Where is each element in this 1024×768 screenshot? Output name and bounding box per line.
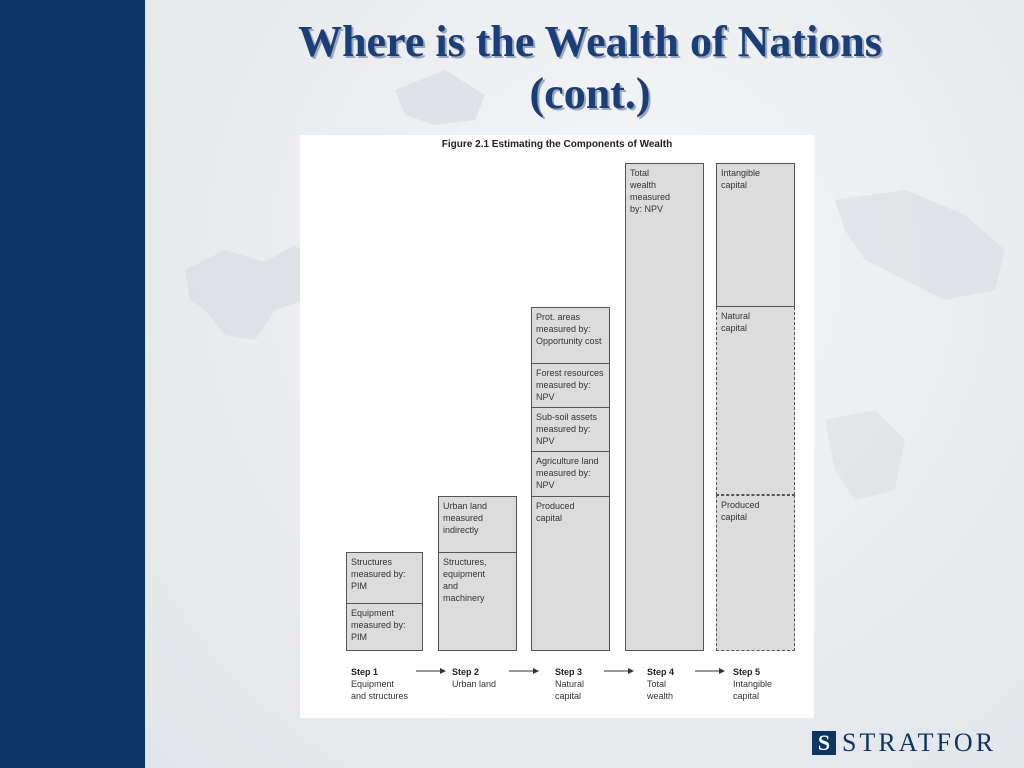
step-label-3: Step 3 Natural capital xyxy=(555,666,584,702)
step-description: Equipment and structures xyxy=(351,679,409,701)
bar-segment: Intangible capital xyxy=(716,163,795,307)
bar-segment: Structures measured by: PIM xyxy=(351,557,406,591)
bar-step-3: Prot. areas measured by: Opportunity cos… xyxy=(531,307,610,651)
step-description: Urban land xyxy=(452,679,497,689)
bar-segment: Agriculture land measured by: NPV xyxy=(532,451,609,496)
step-label-5: Step 5 Intangible capital xyxy=(733,666,772,702)
arrow-right-icon xyxy=(695,668,725,674)
step-title: Step 3 xyxy=(555,667,583,677)
arrow-right-icon xyxy=(416,668,446,674)
step-title: Step 2 xyxy=(452,667,480,677)
bar-segment: Forest resources measured by: NPV xyxy=(532,363,609,407)
bar-step-1: Structures measured by: PIM Equipment me… xyxy=(346,552,423,651)
arrow-right-icon xyxy=(509,668,539,674)
step-description: Natural capital xyxy=(555,679,585,701)
title-line-2: (cont.) xyxy=(529,69,651,118)
figure-panel: Figure 2.1 Estimating the Components of … xyxy=(300,135,814,718)
bar-segment: Produced capital xyxy=(532,496,609,651)
bar-segment: Urban land measured indirectly xyxy=(443,501,488,535)
step-description: Intangible capital xyxy=(733,679,773,701)
bar-segment: Prot. areas measured by: Opportunity cos… xyxy=(536,312,602,346)
bar-segment: Sub-soil assets measured by: NPV xyxy=(532,407,609,451)
bar-step-2: Urban land measured indirectly Structure… xyxy=(438,496,517,651)
world-map-watermark xyxy=(185,70,1005,500)
step-label-1: Step 1 Equipment and structures xyxy=(351,666,408,702)
logo-text: STRATFOR xyxy=(842,728,997,757)
bar-segment: Produced capital xyxy=(716,495,795,651)
arrow-right-icon xyxy=(604,668,634,674)
step-title: Step 1 xyxy=(351,667,379,677)
slide-title: Where is the Wealth of Nations (cont.) xyxy=(200,16,980,120)
bar-segment: Equipment measured by: PIM xyxy=(347,603,422,651)
bar-segment: Total wealth measured by: NPV xyxy=(630,168,671,214)
bar-step-4: Total wealth measured by: NPV xyxy=(625,163,704,651)
logo-mark-icon: S xyxy=(812,731,836,755)
step-description: Total wealth xyxy=(647,679,674,701)
step-label-2: Step 2 Urban land xyxy=(452,666,496,690)
step-title: Step 4 xyxy=(647,667,675,677)
step-title: Step 5 xyxy=(733,667,761,677)
bar-segment: Structures, equipment and machinery xyxy=(439,552,516,651)
stratfor-logo: S STRATFOR xyxy=(812,728,1012,758)
bar-step-5: Intangible capital Natural capital Produ… xyxy=(716,163,795,651)
title-line-1: Where is the Wealth of Nations xyxy=(298,17,882,66)
figure-title: Figure 2.1 Estimating the Components of … xyxy=(441,139,673,150)
step-label-4: Step 4 Total wealth xyxy=(647,666,674,702)
bar-segment: Natural capital xyxy=(716,307,795,495)
left-accent-bar xyxy=(0,0,145,768)
